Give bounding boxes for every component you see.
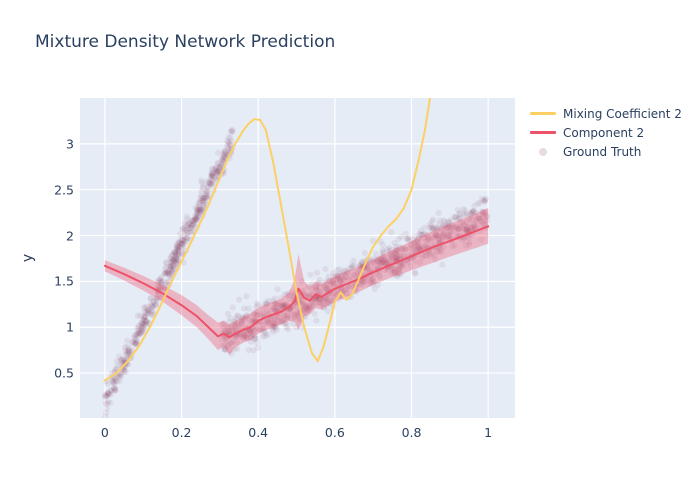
y-tick-label: 2 (66, 228, 74, 244)
line-swatch-icon (530, 112, 556, 115)
legend-item-component-2[interactable]: Component 2 (530, 123, 682, 142)
y-axis-title: y (20, 253, 37, 263)
y-tick-label: 1.5 (54, 273, 74, 289)
y-tick-label: 1 (66, 319, 74, 335)
x-tick-label: 0 (100, 425, 109, 440)
chart-title: Mixture Density Network Prediction (35, 32, 336, 52)
line-swatch-icon (530, 131, 556, 134)
x-tick-label: 0.8 (401, 425, 422, 440)
plot-canvas[interactable] (80, 98, 515, 418)
y-tick-label: 3 (66, 136, 74, 152)
x-tick-label: 0.2 (171, 425, 192, 440)
legend-item-mixing-coefficient-2[interactable]: Mixing Coefficient 2 (530, 104, 682, 123)
x-tick-label: 1 (484, 425, 493, 440)
legend-item-ground-truth[interactable]: Ground Truth (530, 142, 682, 161)
legend: Mixing Coefficient 2 Component 2 Ground … (530, 104, 682, 161)
x-tick-label: 0.6 (324, 425, 345, 440)
legend-label-mixing-coefficient-2: Mixing Coefficient 2 (563, 106, 682, 121)
legend-label-component-2: Component 2 (563, 125, 645, 140)
y-tick-label: 0.5 (54, 365, 74, 381)
x-tick-label: 0.4 (248, 425, 269, 440)
y-tick-label: 2.5 (54, 182, 74, 198)
marker-swatch-icon (530, 147, 556, 156)
legend-label-ground-truth: Ground Truth (563, 144, 642, 159)
